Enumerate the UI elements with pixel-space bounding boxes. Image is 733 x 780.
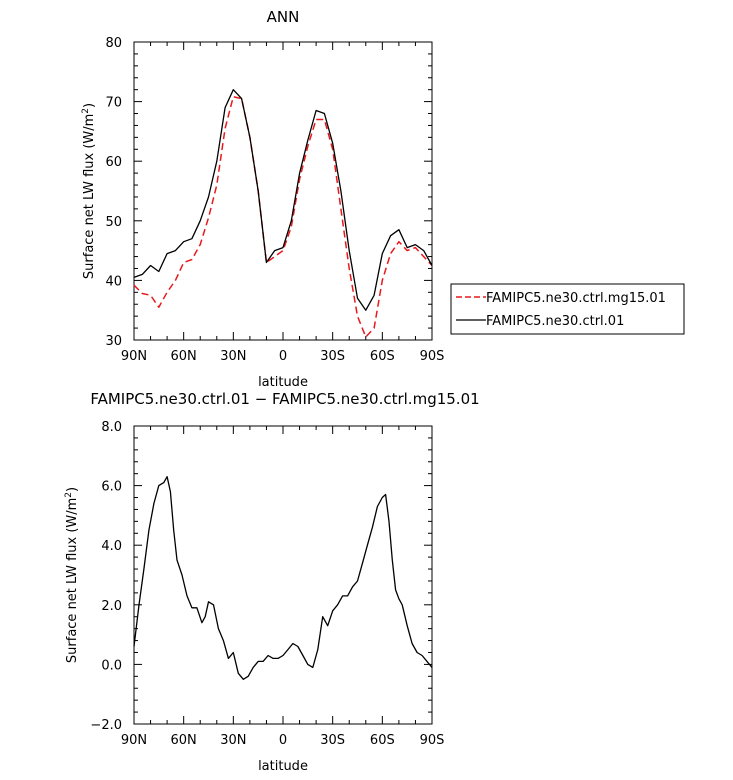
x-tick-label: 0 [279,733,287,748]
y-tick-label: 70 [105,96,122,111]
x-tick-label: 30S [320,349,345,364]
x-tick-label: 60S [370,733,395,748]
x-tick-label: 30N [220,349,246,364]
x-tick-label: 60N [171,733,197,748]
legend: FAMIPC5.ne30.ctrl.mg15.01 FAMIPC5.ne30.c… [450,283,685,335]
y-tick-label: 4.0 [101,539,122,554]
panel-top: ANN 90N 60N 30N 0 30S 60S 90S 30 40 50 60 70 80 lati… [81,8,444,390]
y-tick-label: 30 [105,334,122,349]
y-tick-label: 40 [105,274,122,289]
y-tick-label: 60 [105,155,122,170]
x-tick-label: 60S [370,349,395,364]
x-tick-label: 0 [279,349,287,364]
legend-box [450,283,685,335]
plot-frame [133,425,433,725]
x-tick-label: 60N [171,349,197,364]
y-tick-label: 50 [105,215,122,230]
x-axis-label: latitude [258,759,308,774]
x-tick-label: 30S [320,733,345,748]
y-tick-label: 8.0 [101,420,122,435]
y-axis-label: Surface net LW flux (W/m2) [81,103,97,279]
y-tick-label: 6.0 [101,480,122,495]
series-line-2 [133,89,433,311]
x-tick-label: 90S [420,349,445,364]
chart-title: FAMIPC5.ne30.ctrl.01 − FAMIPC5.ne30.ctrl… [90,390,479,408]
axis-ticks: 90N 60N 30N 0 30S 60S 90S 30 40 50 60 70 80 [105,36,444,364]
plot-frame [133,41,433,341]
legend-label-mg15: FAMIPC5.ne30.ctrl.mg15.01 [486,291,666,306]
series-line-1 [133,476,433,680]
y-tick-label: 2.0 [101,599,122,614]
chart-title: ANN [267,8,300,26]
series-lines [133,89,433,338]
axis-ticks: 90N 60N 30N 0 30S 60S 90S −2.0 0.0 2.0 4.0 6.0 8.0 [90,420,444,748]
x-tick-label: 90S [420,733,445,748]
legend-label-ctrl: FAMIPC5.ne30.ctrl.01 [486,314,624,329]
y-axis-label: Surface net LW flux (W/m2) [64,487,80,663]
y-tick-label: −2.0 [90,718,122,733]
y-tick-label: 0.0 [101,658,122,673]
x-tick-label: 90N [121,733,147,748]
series-line-1 [133,96,433,338]
x-tick-label: 90N [121,349,147,364]
y-tick-label: 80 [105,36,122,51]
x-axis-label: latitude [258,375,308,390]
x-tick-label: 30N [220,733,246,748]
panel-bottom: FAMIPC5.ne30.ctrl.01 − FAMIPC5.ne30.ctrl… [64,390,480,774]
series-lines [133,476,433,680]
